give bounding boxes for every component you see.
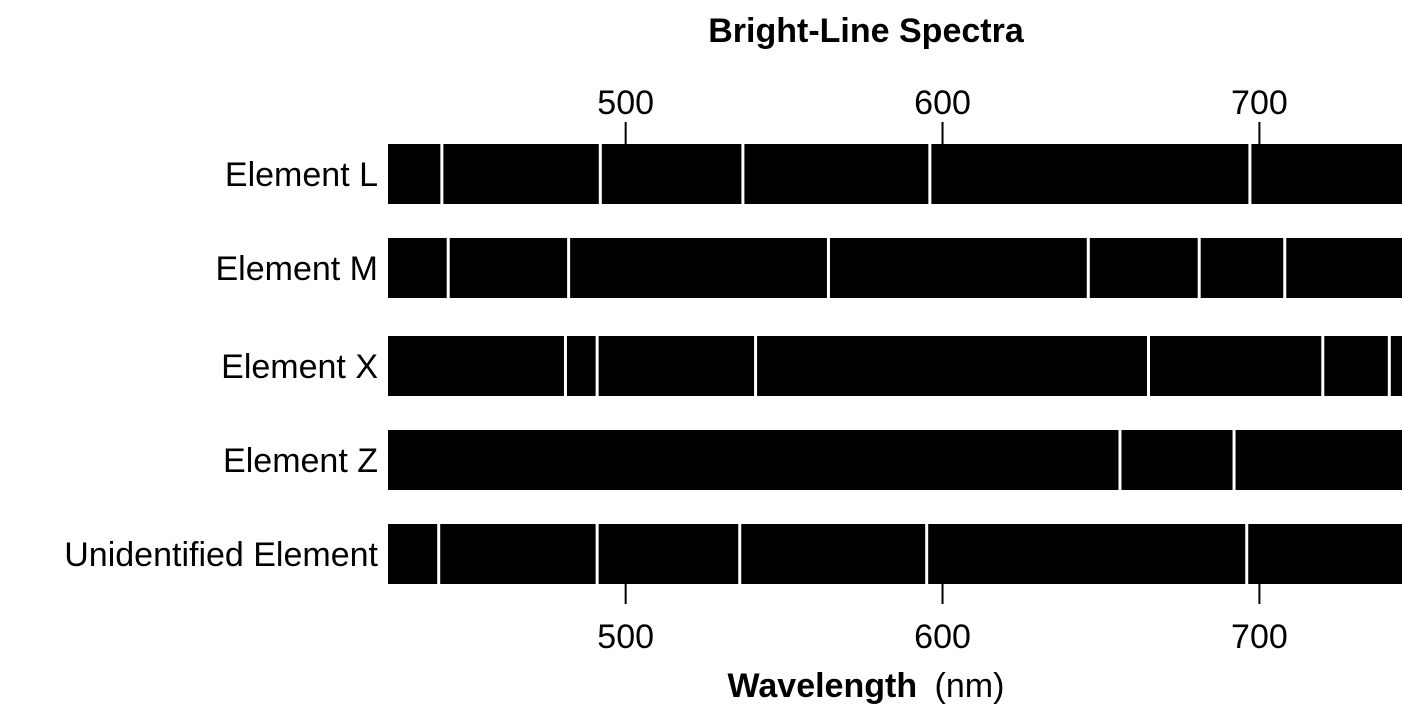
bottom-tick-label: 600	[914, 618, 971, 656]
spectrum-band	[388, 238, 1402, 298]
spectrum-band-background	[388, 524, 1402, 584]
spectrum-band	[388, 336, 1402, 396]
spectral-line	[738, 524, 742, 584]
spectral-line	[1387, 336, 1391, 396]
spectral-line	[567, 238, 571, 298]
top-tick-label: 700	[1231, 84, 1288, 122]
spectra-bands	[388, 144, 1402, 584]
spectral-line	[598, 144, 602, 204]
element-label: Unidentified Element	[64, 536, 378, 574]
spectral-line	[925, 524, 929, 584]
spectral-line	[1321, 336, 1325, 396]
element-label: Element X	[221, 348, 378, 386]
bottom-tick-label: 700	[1231, 618, 1288, 656]
spectrum-band	[388, 430, 1402, 490]
chart-title: Bright-Line Spectra	[708, 12, 1025, 50]
x-axis-label-unit: (nm)	[935, 667, 1005, 705]
bottom-axis: 500 600 700	[597, 584, 1288, 656]
spectral-line	[741, 144, 745, 204]
spectral-line	[563, 336, 567, 396]
spectral-line	[440, 144, 444, 204]
top-axis: 500 600 700	[597, 84, 1288, 144]
spectral-line	[1283, 238, 1287, 298]
spectral-line	[1232, 430, 1236, 490]
spectrum-band-background	[388, 430, 1402, 490]
element-label: Element L	[225, 156, 378, 194]
element-label: Element M	[216, 250, 379, 288]
spectral-line	[754, 336, 758, 396]
element-label: Element Z	[223, 442, 378, 480]
top-tick-label: 500	[597, 84, 654, 122]
x-axis-label-main: Wavelength	[728, 667, 918, 705]
spectral-line	[1086, 238, 1090, 298]
spectral-line	[1118, 430, 1122, 490]
spectral-line	[928, 144, 932, 204]
spectrum-band	[388, 144, 1402, 204]
spectral-line	[595, 336, 599, 396]
spectral-line	[1248, 144, 1252, 204]
spectrum-band-background	[388, 238, 1402, 298]
top-tick-label: 600	[914, 84, 971, 122]
spectral-line	[1197, 238, 1201, 298]
spectral-line	[595, 524, 599, 584]
spectral-line	[1147, 336, 1150, 396]
spectrum-band-background	[388, 336, 1402, 396]
x-axis-label: Wavelength (nm)	[728, 667, 1005, 705]
spectral-line	[437, 524, 441, 584]
spectral-line	[826, 238, 830, 298]
element-labels: Element L Element M Element X Element Z Unid…	[64, 156, 378, 574]
spectrum-band	[388, 524, 1402, 584]
spectrum-band-background	[388, 144, 1402, 204]
bottom-tick-label: 500	[597, 618, 654, 656]
spectral-line	[1245, 524, 1249, 584]
spectral-line	[446, 238, 450, 298]
